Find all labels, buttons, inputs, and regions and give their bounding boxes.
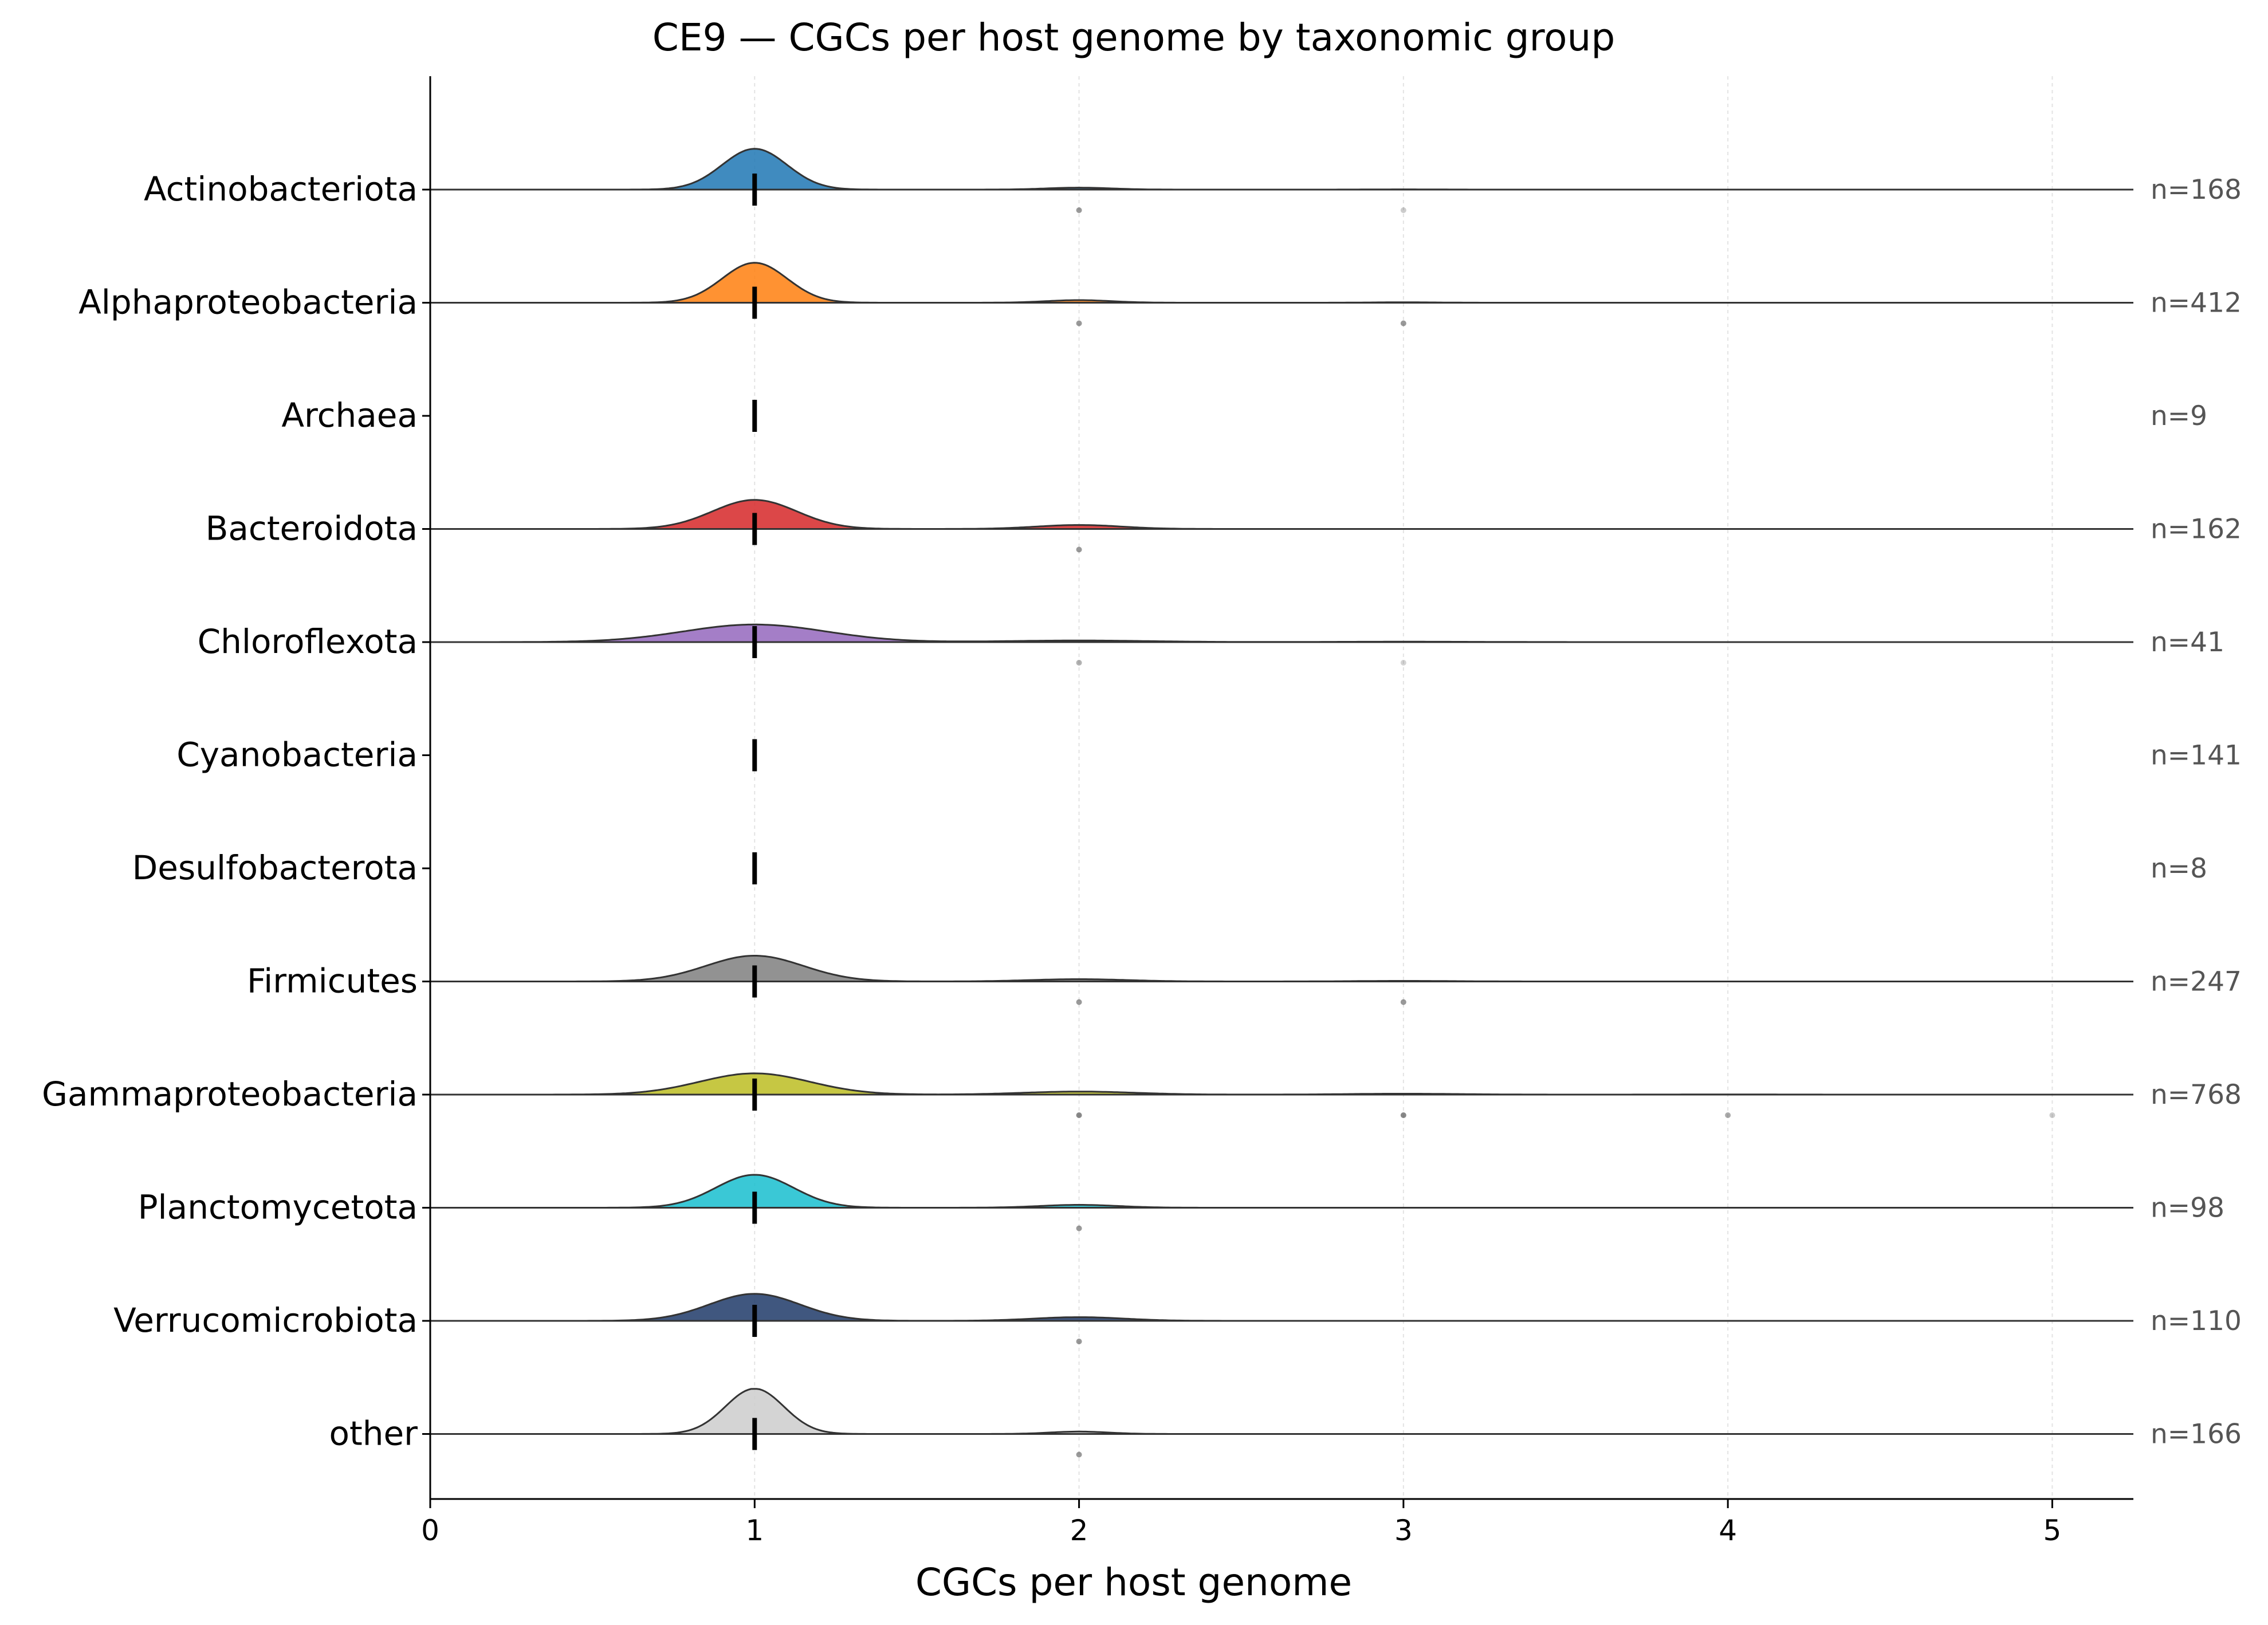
chart-title: CE9 — CGCs per host genome by taxonomic … [653,15,1615,60]
ridge-group: Verrucomicrobiota n=110 [113,1293,2242,1344]
y-tick-label: Gammaproteobacteria [42,1075,418,1114]
x-axis-label: CGCs per host genome [915,1560,1352,1604]
y-tick-label: Chloroflexota [198,622,418,661]
ridge-density [430,148,2133,191]
x-tick-label: 5 [2043,1514,2062,1547]
outlier-point [1076,1225,1082,1231]
ridge-group: Alphaproteobacteria n=412 [78,262,2242,326]
n-count-label: n=247 [2151,966,2242,998]
x-tick-label: 2 [1070,1514,1088,1547]
outlier-point [1400,320,1406,326]
axes-layer: 0 1 2 3 4 5 [421,76,2133,1547]
y-tick-label: Planctomycetota [138,1188,418,1227]
y-tick-label: Actinobacteriota [144,170,418,208]
outlier-point [1400,999,1406,1005]
ridge-density [430,1174,2133,1209]
ridge-density [430,955,2133,982]
outlier-point [1076,320,1082,326]
n-count-label: n=9 [2151,400,2207,432]
outlier-point [1400,1112,1406,1118]
x-tick-label: 4 [1719,1514,1737,1547]
n-count-label: n=8 [2151,853,2207,884]
ridge-group: Archaea n=9 [281,396,2207,435]
ridge-group: Desulfobacterota n=8 [132,848,2207,887]
ridge-density [430,623,2133,643]
outlier-point [1400,207,1406,213]
outlier-point [2049,1112,2055,1118]
x-tick-label: 1 [745,1514,764,1547]
ridge-group: Bacteroidota n=162 [206,499,2242,553]
x-tick-label: 0 [421,1514,439,1547]
ridge-group: Planctomycetota n=98 [138,1174,2224,1231]
ridge-density [430,499,2133,530]
ridge-group: Chloroflexota n=41 [198,622,2224,666]
n-count-label: n=110 [2151,1305,2242,1337]
n-count-label: n=166 [2151,1419,2242,1450]
outlier-point [1076,1339,1082,1344]
y-tick-label: Alphaproteobacteria [78,283,418,322]
outlier-point [1076,999,1082,1005]
ridge-density [430,262,2133,304]
y-tick-label: Firmicutes [247,962,418,1001]
y-tick-label: Archaea [281,396,418,435]
ridge-group: Actinobacteriota n=168 [144,148,2242,213]
n-count-label: n=41 [2151,627,2224,658]
y-tick-label: other [329,1414,418,1453]
outlier-point [1400,660,1406,666]
ridge-group: Cyanobacteria n=141 [176,735,2242,774]
outlier-point [1076,207,1082,213]
y-tick-label: Bacteroidota [206,509,418,548]
y-tick-label: Desulfobacterota [132,848,418,887]
n-count-label: n=412 [2151,288,2242,319]
n-count-label: n=141 [2151,740,2242,772]
n-count-label: n=168 [2151,174,2242,206]
n-count-label: n=98 [2151,1193,2224,1224]
n-count-label: n=162 [2151,514,2242,545]
outlier-point [1076,546,1082,553]
ridge-density [430,1388,2133,1435]
y-tick-label: Verrucomicrobiota [113,1301,418,1340]
ridge-group: other n=166 [329,1388,2242,1458]
outlier-point [1076,1451,1082,1458]
y-tick-label: Cyanobacteria [176,735,418,774]
n-count-label: n=768 [2151,1079,2242,1111]
outlier-point [1076,1112,1082,1118]
ridge-group: Gammaproteobacteria n=768 [42,1072,2242,1118]
ridges-layer: Actinobacteriota n=168 Alphaproteobacteria… [42,148,2242,1458]
ridge-group: Firmicutes n=247 [247,955,2242,1005]
x-tick-label: 3 [1394,1514,1413,1547]
outlier-point [1725,1112,1731,1118]
outlier-point [1076,660,1082,666]
ridge-density [430,1072,2133,1096]
ridge-density [430,1293,2133,1322]
